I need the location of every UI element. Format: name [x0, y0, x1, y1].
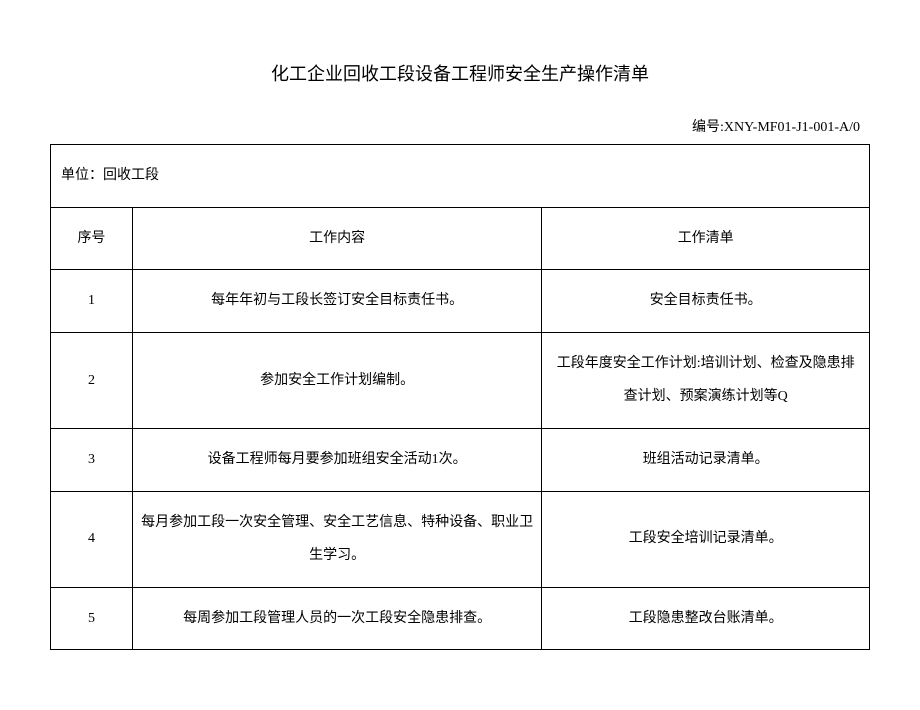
cell-content: 参加安全工作计划编制。	[132, 332, 542, 428]
table-row: 5 每周参加工段管理人员的一次工段安全隐患排查。 工段隐患整改台账清单。	[51, 587, 870, 650]
cell-content: 每月参加工段一次安全管理、安全工艺信息、特种设备、职业卫生学习。	[132, 491, 542, 587]
cell-content: 每年年初与工段长签订安全目标责任书。	[132, 270, 542, 333]
table-row: 1 每年年初与工段长签订安全目标责任书。 安全目标责任书。	[51, 270, 870, 333]
document-title: 化工企业回收工段设备工程师安全生产操作清单	[50, 60, 870, 86]
cell-checklist: 工段安全培训记录清单。	[542, 491, 870, 587]
cell-seq: 4	[51, 491, 133, 587]
cell-checklist: 安全目标责任书。	[542, 270, 870, 333]
checklist-table: 单位：回收工段 序号 工作内容 工作清单 1 每年年初与工段长签订安全目标责任书…	[50, 144, 870, 650]
table-row: 2 参加安全工作计划编制。 工段年度安全工作计划:培训计划、检查及隐患排查计划、…	[51, 332, 870, 428]
cell-checklist: 班组活动记录清单。	[542, 428, 870, 491]
table-row: 4 每月参加工段一次安全管理、安全工艺信息、特种设备、职业卫生学习。 工段安全培…	[51, 491, 870, 587]
header-row: 序号 工作内容 工作清单	[51, 207, 870, 270]
doc-id-label: 编号:	[692, 120, 724, 135]
header-checklist: 工作清单	[542, 207, 870, 270]
cell-seq: 2	[51, 332, 133, 428]
unit-cell: 单位：回收工段	[51, 145, 870, 208]
unit-row: 单位：回收工段	[51, 145, 870, 208]
cell-seq: 5	[51, 587, 133, 650]
table-row: 3 设备工程师每月要参加班组安全活动1次。 班组活动记录清单。	[51, 428, 870, 491]
unit-value: 回收工段	[103, 168, 159, 183]
cell-seq: 1	[51, 270, 133, 333]
document-id: 编号:XNY-MF01-J1-001-A/0	[50, 116, 870, 136]
header-content: 工作内容	[132, 207, 542, 270]
cell-checklist: 工段隐患整改台账清单。	[542, 587, 870, 650]
cell-content: 设备工程师每月要参加班组安全活动1次。	[132, 428, 542, 491]
cell-content: 每周参加工段管理人员的一次工段安全隐患排查。	[132, 587, 542, 650]
cell-seq: 3	[51, 428, 133, 491]
unit-label: 单位：	[61, 168, 103, 183]
header-seq: 序号	[51, 207, 133, 270]
doc-id-value: XNY-MF01-J1-001-A/0	[724, 120, 860, 135]
cell-checklist: 工段年度安全工作计划:培训计划、检查及隐患排查计划、预案演练计划等Q	[542, 332, 870, 428]
